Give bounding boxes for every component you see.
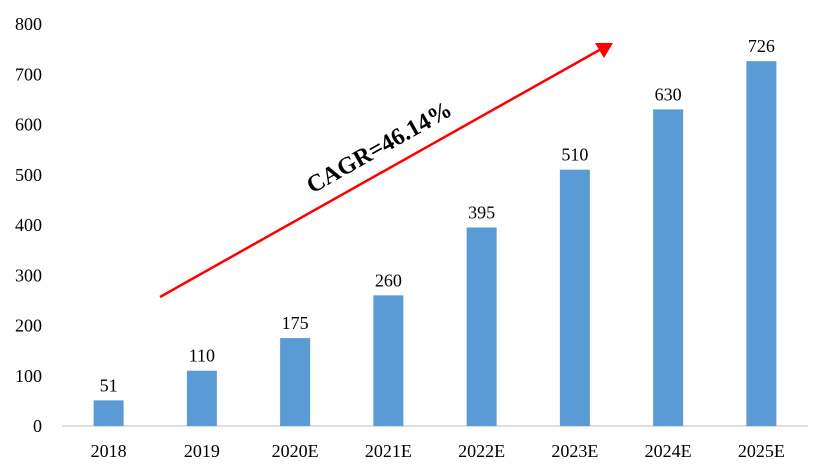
bar bbox=[653, 109, 684, 427]
bar-value-label: 395 bbox=[468, 203, 495, 223]
bar bbox=[746, 61, 777, 427]
bar-value-label: 51 bbox=[100, 375, 118, 395]
y-tick-label: 600 bbox=[15, 115, 42, 135]
bar-value-label: 260 bbox=[375, 270, 402, 290]
bar bbox=[93, 400, 124, 426]
x-tick-label: 2020E bbox=[272, 441, 319, 461]
bar-value-label: 726 bbox=[748, 36, 775, 56]
bar-value-label: 630 bbox=[655, 84, 682, 104]
x-tick-label: 2018 bbox=[91, 441, 127, 461]
bar bbox=[280, 338, 311, 426]
x-tick-label: 2019 bbox=[184, 441, 220, 461]
bar-value-label: 510 bbox=[561, 145, 588, 165]
data-labels-group: 51 110 175 260 395 510 630 726 bbox=[100, 36, 775, 395]
bar-value-label: 110 bbox=[189, 346, 215, 366]
y-tick-label: 300 bbox=[15, 265, 42, 285]
y-tick-label: 100 bbox=[15, 366, 42, 386]
x-tick-label: 2023E bbox=[551, 441, 598, 461]
y-tick-label: 200 bbox=[15, 316, 42, 336]
bar bbox=[559, 169, 590, 426]
x-tick-label: 2025E bbox=[738, 441, 785, 461]
cagr-arrow-line bbox=[159, 46, 604, 299]
bar bbox=[466, 227, 497, 426]
y-axis-tick-labels: 0 100 200 300 400 500 600 700 800 bbox=[15, 14, 42, 436]
x-tick-label: 2024E bbox=[645, 441, 692, 461]
y-tick-label: 0 bbox=[33, 416, 42, 436]
bar bbox=[186, 370, 217, 426]
cagr-annotation: CAGR=46.14% bbox=[159, 43, 613, 299]
x-axis-tick-labels: 2018 2019 2020E 2021E 2022E 2023E 2024E 2025E bbox=[91, 441, 785, 461]
bar-value-label: 175 bbox=[282, 313, 309, 333]
y-tick-label: 500 bbox=[15, 165, 42, 185]
bars-group bbox=[93, 61, 777, 427]
y-tick-label: 700 bbox=[15, 64, 42, 84]
y-tick-label: 400 bbox=[15, 215, 42, 235]
cagr-label: CAGR=46.14% bbox=[302, 97, 456, 199]
bar bbox=[373, 295, 404, 426]
y-tick-label: 800 bbox=[15, 14, 42, 34]
cagr-arrow-head bbox=[595, 43, 613, 58]
x-tick-label: 2022E bbox=[458, 441, 505, 461]
x-tick-label: 2021E bbox=[365, 441, 412, 461]
